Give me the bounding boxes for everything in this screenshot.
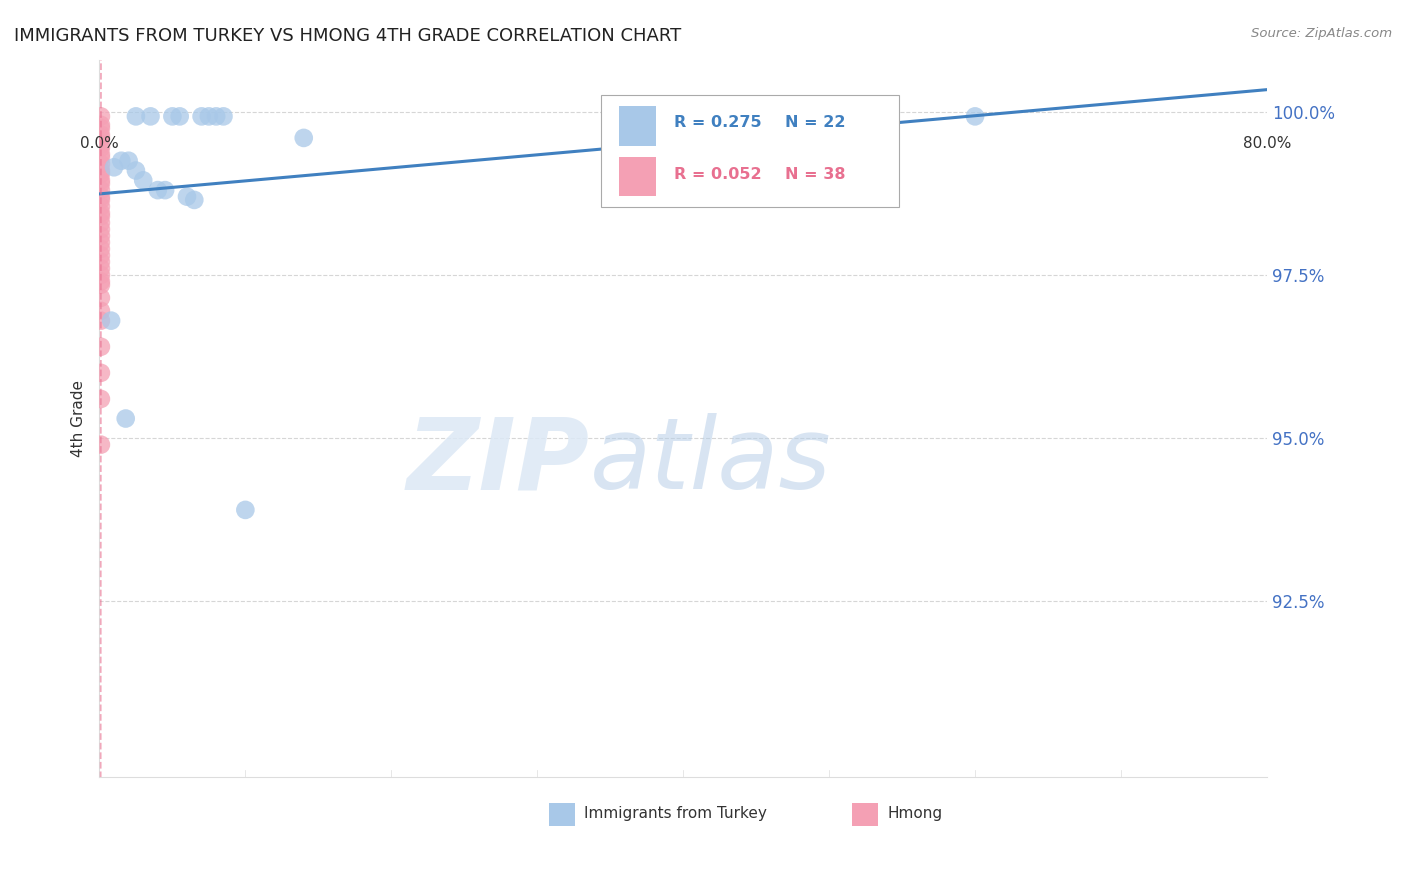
- Point: [132, 173, 155, 187]
- Point: [125, 109, 148, 123]
- Text: N = 38: N = 38: [785, 167, 845, 182]
- Point: [90, 392, 112, 406]
- Point: [146, 183, 169, 197]
- Text: IMMIGRANTS FROM TURKEY VS HMONG 4TH GRADE CORRELATION CHART: IMMIGRANTS FROM TURKEY VS HMONG 4TH GRAD…: [14, 27, 682, 45]
- Point: [90, 303, 112, 318]
- Bar: [548, 803, 575, 826]
- Text: Immigrants from Turkey: Immigrants from Turkey: [583, 805, 766, 821]
- FancyBboxPatch shape: [602, 95, 900, 207]
- Point: [90, 313, 112, 327]
- Point: [90, 437, 112, 451]
- Point: [90, 109, 112, 123]
- Text: 0.0%: 0.0%: [80, 136, 120, 151]
- Point: [90, 277, 112, 292]
- Point: [90, 206, 112, 220]
- Point: [169, 109, 191, 123]
- Point: [90, 209, 112, 223]
- Point: [176, 189, 198, 203]
- Point: [212, 109, 235, 123]
- Point: [198, 109, 221, 123]
- Point: [205, 109, 228, 123]
- Text: R = 0.052: R = 0.052: [673, 167, 762, 182]
- Point: [153, 183, 176, 197]
- Point: [90, 118, 112, 132]
- Bar: [852, 803, 879, 826]
- Text: Source: ZipAtlas.com: Source: ZipAtlas.com: [1251, 27, 1392, 40]
- Text: Hmong: Hmong: [887, 805, 942, 821]
- Point: [90, 167, 112, 181]
- Point: [90, 141, 112, 155]
- Point: [235, 503, 257, 517]
- Point: [90, 248, 112, 262]
- Point: [90, 228, 112, 243]
- Point: [190, 109, 212, 123]
- Point: [90, 131, 112, 145]
- Point: [100, 313, 122, 327]
- Point: [183, 193, 205, 207]
- Point: [90, 255, 112, 269]
- Point: [90, 128, 112, 142]
- Point: [90, 121, 112, 136]
- Point: [139, 109, 162, 123]
- Text: N = 22: N = 22: [785, 115, 845, 130]
- Text: R = 0.275: R = 0.275: [673, 115, 762, 130]
- Text: atlas: atlas: [589, 413, 831, 510]
- Point: [90, 173, 112, 187]
- Point: [125, 163, 148, 178]
- Point: [90, 151, 112, 165]
- Point: [117, 153, 139, 168]
- Point: [90, 137, 112, 152]
- Point: [90, 147, 112, 161]
- Point: [90, 235, 112, 250]
- Point: [90, 199, 112, 213]
- Y-axis label: 4th Grade: 4th Grade: [72, 380, 86, 457]
- Point: [162, 109, 184, 123]
- Point: [90, 268, 112, 282]
- Point: [963, 109, 986, 123]
- Point: [110, 153, 132, 168]
- Point: [90, 340, 112, 354]
- Point: [90, 157, 112, 171]
- Bar: [619, 156, 657, 196]
- Point: [90, 193, 112, 207]
- Point: [90, 366, 112, 380]
- Text: 80.0%: 80.0%: [1243, 136, 1291, 151]
- Point: [90, 261, 112, 276]
- Point: [90, 242, 112, 256]
- Point: [90, 189, 112, 203]
- Point: [90, 177, 112, 191]
- Point: [292, 131, 315, 145]
- Point: [90, 291, 112, 305]
- Point: [114, 411, 136, 425]
- Text: ZIP: ZIP: [406, 413, 589, 510]
- Bar: [619, 106, 657, 145]
- Point: [90, 222, 112, 236]
- Point: [90, 163, 112, 178]
- Point: [103, 161, 125, 175]
- Point: [90, 183, 112, 197]
- Point: [90, 275, 112, 289]
- Point: [90, 216, 112, 230]
